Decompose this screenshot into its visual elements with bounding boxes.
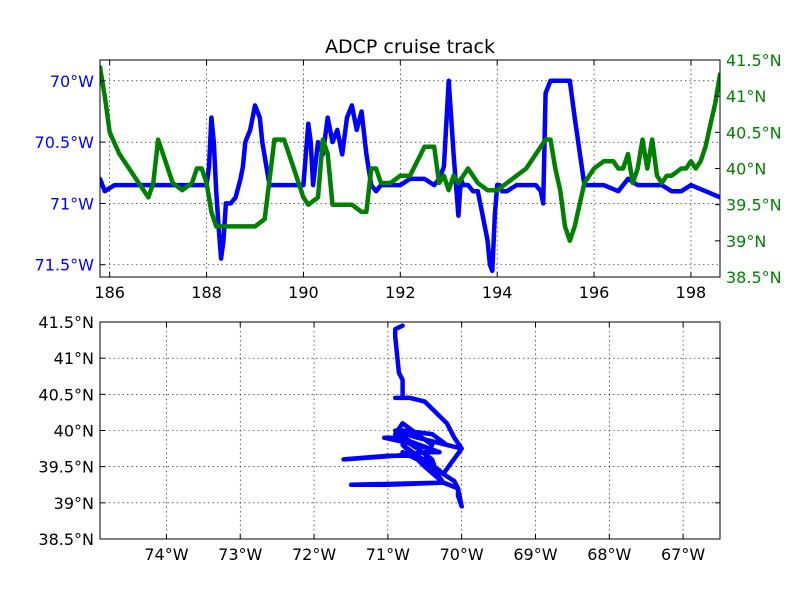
bottom-x-tick-label: 67°W: [661, 545, 705, 564]
bottom-y-tick-label: 41.5°N: [38, 313, 94, 332]
bottom-y-axis: 38.5°N 39°N 39.5°N 40°N 40.5°N 41°N 41.5°N: [38, 313, 720, 549]
top-right-y-tick-label: 41.5°N: [726, 51, 782, 70]
bottom-x-tick-label: 68°W: [587, 545, 631, 564]
time-series-chart: ADCP cruise track 186 188 190 192 194 196 198 …: [35, 36, 782, 302]
top-right-y-tick-label: 39°N: [726, 232, 766, 251]
bottom-x-tick-label: 72°W: [292, 545, 336, 564]
bottom-x-tick-label: 71°W: [366, 545, 410, 564]
top-right-y-tick-label: 39.5°N: [726, 196, 782, 215]
bottom-y-tick-label: 41°N: [54, 349, 94, 368]
top-left-y-tick-label: 71°W: [50, 194, 94, 213]
bottom-x-tick-label: 73°W: [218, 545, 262, 564]
top-x-axis: 186 188 190 192 194 196 198: [94, 60, 706, 302]
chart-title: ADCP cruise track: [325, 36, 495, 58]
bottom-y-tick-label: 39°N: [54, 494, 94, 513]
bottom-y-tick-label: 39.5°N: [38, 458, 94, 477]
top-x-tick-label: 198: [676, 283, 707, 302]
bottom-x-tick-label: 69°W: [513, 545, 557, 564]
bottom-y-tick-label: 40.5°N: [38, 385, 94, 404]
bottom-y-tick-label: 38.5°N: [38, 530, 94, 549]
top-right-y-tick-label: 38.5°N: [726, 268, 782, 287]
bottom-series-group: [341, 323, 464, 509]
top-series-group: [100, 64, 720, 274]
top-x-tick-label: 188: [191, 283, 222, 302]
top-x-tick-label: 196: [579, 283, 610, 302]
top-left-y-tick-label: 70.5°W: [35, 133, 95, 152]
top-right-y-tick-label: 40.5°N: [726, 123, 782, 142]
top-right-y-tick-label: 40°N: [726, 160, 766, 179]
top-x-tick-label: 192: [385, 283, 416, 302]
bottom-x-tick-label: 74°W: [144, 545, 188, 564]
top-right-y-tick-label: 41°N: [726, 87, 766, 106]
cruise-track-line: [341, 323, 464, 509]
top-left-y-tick-label: 71.5°W: [35, 256, 95, 275]
top-left-y-tick-label: 70°W: [50, 72, 94, 91]
top-right-y-axis: 38.5°N 39°N 39.5°N 40°N 40.5°N 41°N 41.5°N: [715, 51, 782, 287]
top-x-tick-label: 190: [288, 283, 319, 302]
bottom-x-axis: 74°W 73°W 72°W 71°W 70°W 69°W 68°W 67°W: [144, 322, 705, 564]
bottom-x-tick-label: 70°W: [440, 545, 484, 564]
latitude-series-line: [100, 64, 720, 244]
top-x-tick-label: 194: [482, 283, 513, 302]
cruise-map-chart: 74°W 73°W 72°W 71°W 70°W 69°W 68°W 67°W 38.5°N3…: [38, 313, 721, 564]
bottom-y-tick-label: 40°N: [54, 422, 94, 441]
top-left-y-axis: 70°W 70.5°W 71°W 71.5°W: [35, 72, 105, 275]
top-x-tick-label: 186: [94, 283, 125, 302]
bottom-gridlines: [100, 321, 720, 540]
